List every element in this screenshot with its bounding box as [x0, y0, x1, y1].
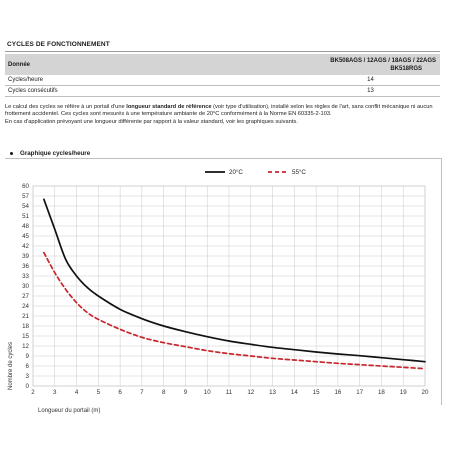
- section-rule: [5, 51, 440, 52]
- x-tick-label: 7: [140, 389, 144, 396]
- legend-label-1: 55°C: [292, 169, 306, 176]
- y-tick-label: 48: [22, 223, 29, 230]
- y-tick-label: 54: [22, 203, 29, 210]
- y-tick-label: 15: [22, 333, 29, 340]
- chart-heading-text: Graphique cycles/heure: [20, 150, 91, 157]
- x-tick-label: 10: [204, 389, 211, 396]
- x-tick-label: 9: [184, 389, 188, 396]
- y-tick-label: 42: [22, 243, 29, 250]
- y-tick-label: 9: [26, 353, 30, 360]
- note-paragraph: Le calcul des cycles se réfère à un port…: [5, 104, 442, 126]
- x-tick-label: 13: [269, 389, 276, 396]
- table-header-value: BK508AGS / 12AGS / 18AGS / 22AGS BK518RG…: [301, 54, 440, 75]
- x-tick-label: 20: [422, 389, 429, 396]
- note-text-1: Le calcul des cycles se réfère à un port…: [5, 104, 127, 110]
- y-tick-label: 27: [22, 293, 29, 300]
- y-tick-label: 60: [22, 183, 29, 190]
- x-tick-label: 4: [75, 389, 79, 396]
- x-tick-label: 18: [378, 389, 385, 396]
- y-tick-label: 30: [22, 283, 29, 290]
- chart-heading: Graphique cycles/heure: [10, 150, 90, 157]
- table-cell-value: 14: [301, 75, 440, 86]
- x-axis-label: Longueur du portail (m): [38, 408, 100, 414]
- table-row: Cycles/heure 14: [5, 75, 440, 86]
- x-tick-label: 15: [313, 389, 320, 396]
- y-tick-label: 39: [22, 253, 29, 260]
- table-header-row: Donnée BK508AGS / 12AGS / 18AGS / 22AGS …: [5, 54, 440, 75]
- y-tick-label: 12: [22, 343, 29, 350]
- y-tick-label: 36: [22, 263, 29, 270]
- note-text-3: En cas d'application prévoyant une longu…: [5, 118, 298, 125]
- y-tick-label: 6: [26, 363, 30, 370]
- x-tick-label: 17: [356, 389, 363, 396]
- y-tick-label: 21: [22, 313, 29, 320]
- x-tick-label: 12: [247, 389, 254, 396]
- x-tick-label: 6: [118, 389, 122, 396]
- x-tick-label: 5: [97, 389, 101, 396]
- y-tick-label: 18: [22, 323, 29, 330]
- y-tick-label: 24: [22, 303, 29, 310]
- y-axis-label: Nombre de cycles: [8, 342, 14, 390]
- x-tick-label: 2: [31, 389, 35, 396]
- table-cell-value: 13: [301, 85, 440, 97]
- section-title: CYCLES DE FONCTIONNEMENT: [7, 41, 110, 48]
- note-bold-text: longueur standard de référence: [126, 104, 212, 110]
- x-tick-label: 16: [334, 389, 341, 396]
- y-tick-label: 51: [22, 213, 29, 220]
- table-row: Cycles consécutifs 13: [5, 85, 440, 97]
- table-header-label: Donnée: [5, 54, 301, 75]
- x-tick-label: 3: [53, 389, 57, 396]
- series-line-0: [43, 198, 426, 363]
- x-tick-label: 8: [162, 389, 166, 396]
- x-tick-label: 14: [291, 389, 298, 396]
- table-cell-label: Cycles consécutifs: [5, 85, 301, 97]
- bullet-icon: [10, 151, 13, 155]
- y-tick-label: 3: [26, 373, 30, 380]
- table-header-value-line2: BK518RGS: [390, 65, 422, 72]
- y-tick-label: 0: [26, 383, 30, 390]
- legend-label-0: 20°C: [229, 169, 243, 176]
- series-line-1: [43, 251, 426, 370]
- table-cell-label: Cycles/heure: [5, 75, 301, 86]
- note-text-2: (voir type d'utilisation), installé selo…: [5, 104, 433, 118]
- x-tick-label: 19: [400, 389, 407, 396]
- y-tick-label: 33: [22, 273, 29, 280]
- chart-frame: [5, 158, 442, 405]
- cycles-table: Donnée BK508AGS / 12AGS / 18AGS / 22AGS …: [5, 54, 440, 97]
- table-header-value-line1: BK508AGS / 12AGS / 18AGS / 22AGS: [330, 57, 436, 64]
- y-tick-label: 57: [22, 193, 29, 200]
- x-tick-label: 11: [226, 389, 233, 396]
- y-tick-label: 45: [22, 233, 29, 240]
